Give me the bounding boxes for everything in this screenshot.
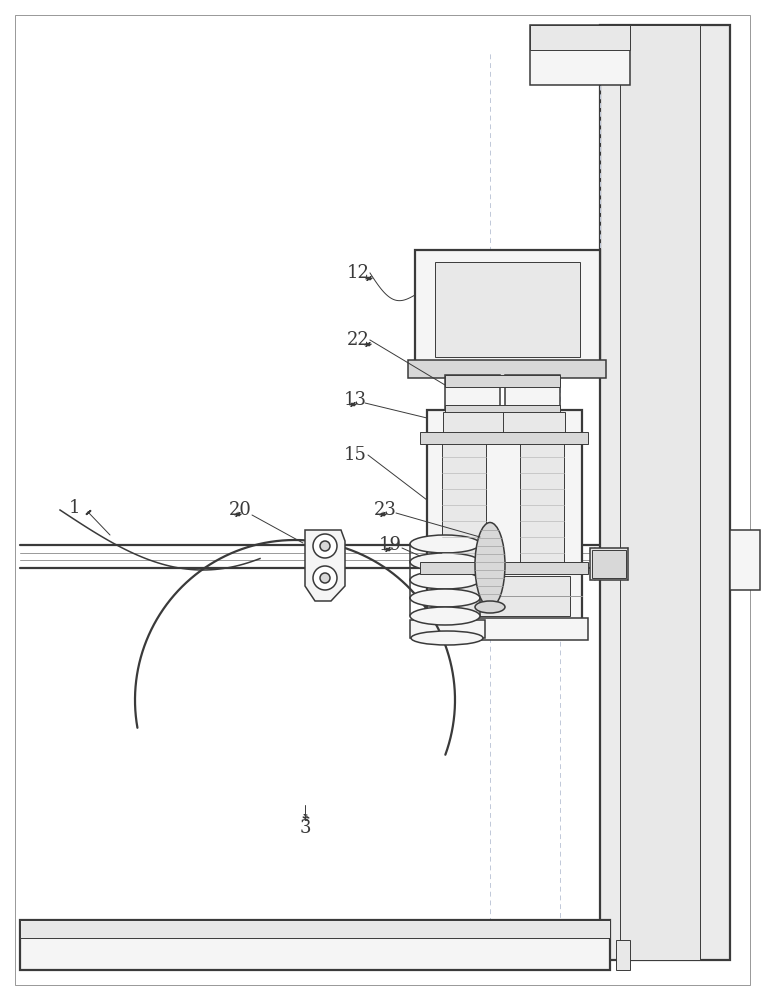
- Bar: [445, 375, 500, 410]
- Bar: [442, 438, 486, 564]
- Bar: [440, 576, 570, 616]
- Bar: [410, 620, 485, 638]
- Ellipse shape: [410, 571, 480, 589]
- Ellipse shape: [410, 589, 480, 607]
- Bar: [592, 550, 626, 578]
- Bar: [408, 360, 606, 378]
- Text: 15: 15: [343, 446, 366, 464]
- Bar: [445, 375, 560, 387]
- Circle shape: [313, 566, 337, 590]
- Bar: [530, 25, 630, 50]
- Bar: [427, 436, 582, 566]
- Text: 1: 1: [70, 499, 81, 517]
- Text: 12: 12: [347, 264, 369, 282]
- Bar: [20, 920, 610, 970]
- Bar: [415, 250, 600, 365]
- Bar: [530, 25, 630, 85]
- Bar: [443, 412, 505, 436]
- Circle shape: [320, 541, 330, 551]
- Bar: [505, 375, 560, 410]
- Bar: [20, 920, 610, 938]
- Ellipse shape: [475, 522, 505, 607]
- Bar: [427, 572, 582, 620]
- Text: 23: 23: [373, 501, 396, 519]
- Bar: [600, 25, 730, 960]
- Circle shape: [313, 534, 337, 558]
- Ellipse shape: [410, 553, 480, 571]
- Bar: [427, 410, 582, 438]
- Bar: [420, 618, 588, 640]
- Text: 19: 19: [379, 536, 402, 554]
- Ellipse shape: [410, 607, 480, 625]
- Bar: [445, 405, 560, 413]
- Bar: [420, 562, 588, 574]
- Bar: [520, 438, 564, 564]
- Ellipse shape: [410, 535, 480, 553]
- Text: 22: 22: [347, 331, 369, 349]
- Bar: [730, 530, 760, 590]
- Text: 3: 3: [299, 819, 311, 837]
- Bar: [435, 262, 580, 357]
- Polygon shape: [305, 530, 345, 601]
- Bar: [590, 548, 628, 580]
- Bar: [620, 25, 700, 960]
- Circle shape: [320, 573, 330, 583]
- Text: 13: 13: [343, 391, 366, 409]
- Ellipse shape: [411, 631, 483, 645]
- Text: 20: 20: [229, 501, 252, 519]
- Bar: [420, 432, 588, 444]
- Bar: [503, 412, 565, 436]
- Bar: [616, 940, 630, 970]
- Ellipse shape: [475, 601, 505, 613]
